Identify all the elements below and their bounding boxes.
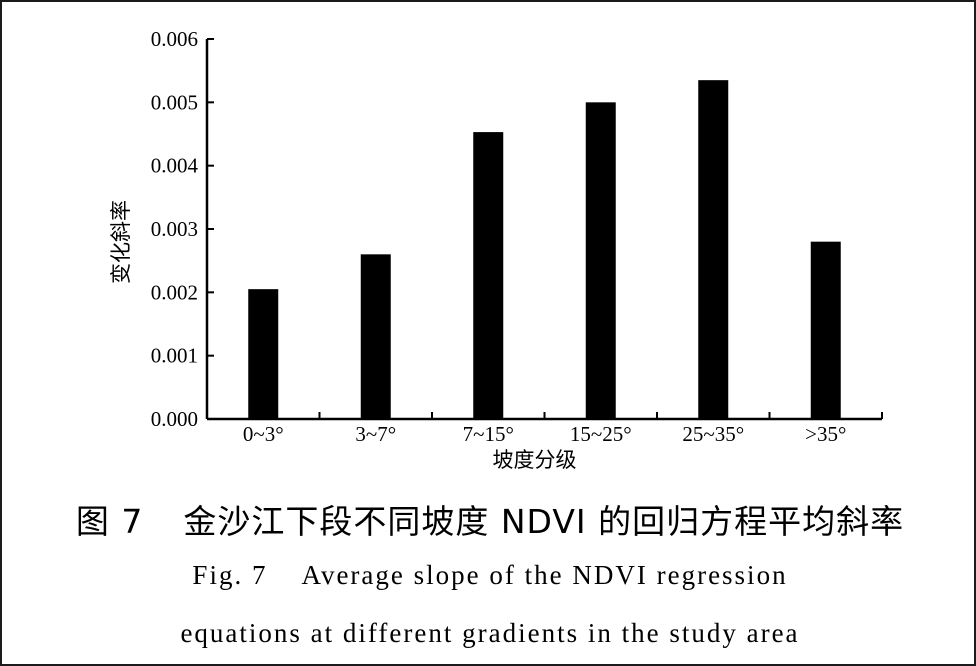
y-axis-label: 变化斜率	[109, 200, 133, 284]
y-tick-label: 0.002	[151, 280, 198, 304]
y-tick-label: 0.004	[151, 154, 199, 178]
bar	[248, 289, 279, 419]
bar-chart: 0.000 0.001 0.002 0.003 0.004 0.005 0.006 0~3°…	[109, 27, 883, 472]
bar	[360, 254, 391, 419]
caption-cn-title: 金沙江下段不同坡度 NDVI 的回归方程平均斜率	[183, 502, 905, 541]
x-tick-labels: 0~3° 3~7° 7~15° 15~25° 25~35° >35°	[243, 422, 847, 446]
caption-en-figure-number: Fig. 7	[192, 560, 268, 590]
caption-english-line2: equations at different gradients in the …	[2, 618, 976, 649]
x-tick-label: 0~3°	[243, 422, 284, 446]
caption-en-title-line2: equations at different gradients in the …	[180, 618, 800, 648]
x-axis	[207, 412, 883, 421]
y-tick-label: 0.000	[151, 407, 198, 431]
x-tick-label: 25~35°	[682, 422, 744, 446]
x-axis-label: 坡度分级	[493, 448, 577, 472]
bar	[473, 132, 504, 419]
y-tick-label: 0.003	[151, 217, 198, 241]
caption-chinese: 图 7 金沙江下段不同坡度 NDVI 的回归方程平均斜率	[2, 495, 976, 543]
caption-en-title-line1: Average slope of the NDVI regression	[301, 560, 788, 590]
x-tick-label: 3~7°	[355, 422, 396, 446]
y-tick-label: 0.006	[151, 27, 198, 51]
y-tick-label: 0.001	[151, 344, 198, 368]
bars	[248, 80, 841, 420]
y-axis: 0.000 0.001 0.002 0.003 0.004 0.005 0.006	[151, 27, 214, 431]
bar	[698, 80, 729, 420]
caption-english-line1: Fig. 7 Average slope of the NDVI regressi…	[2, 560, 976, 591]
x-tick-label: 15~25°	[570, 422, 632, 446]
x-tick-label: 7~15°	[463, 422, 514, 446]
x-tick-label: >35°	[805, 422, 846, 446]
caption-cn-figure-number: 图 7	[75, 502, 144, 541]
bar	[810, 241, 841, 419]
y-tick-label: 0.005	[151, 90, 198, 114]
bar	[585, 102, 616, 419]
